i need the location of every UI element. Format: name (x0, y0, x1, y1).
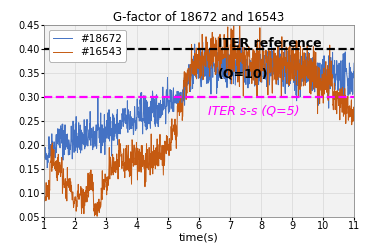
#18672 (45, 166, 49, 169)
Title: G-factor of 18672 and 16543: G-factor of 18672 and 16543 (113, 11, 285, 24)
#18672 (211, 64, 216, 67)
#16543 (231, 20, 236, 23)
#16543 (94, 202, 98, 205)
#16543 (146, 168, 151, 171)
#18672 (352, 62, 356, 65)
#18672 (176, 91, 181, 94)
Line: #16543: #16543 (44, 22, 354, 216)
X-axis label: time(s): time(s) (179, 232, 219, 242)
Text: ITER s-s (Q=5): ITER s-s (Q=5) (208, 105, 300, 118)
#18672 (146, 106, 151, 109)
#16543 (176, 109, 181, 112)
#16543 (42, 198, 46, 201)
Line: #18672: #18672 (44, 38, 354, 168)
#16543 (211, 35, 216, 38)
#18672 (237, 36, 241, 39)
#16543 (83, 192, 87, 195)
#16543 (95, 215, 99, 218)
Text: ITER reference: ITER reference (218, 37, 321, 50)
Text: (Q=10): (Q=10) (218, 67, 268, 80)
#18672 (205, 48, 209, 51)
#18672 (94, 124, 99, 126)
Legend: #18672, #16543: #18672, #16543 (49, 30, 126, 62)
#16543 (205, 49, 209, 52)
#18672 (42, 152, 46, 155)
#16543 (352, 107, 356, 110)
#18672 (83, 145, 87, 148)
